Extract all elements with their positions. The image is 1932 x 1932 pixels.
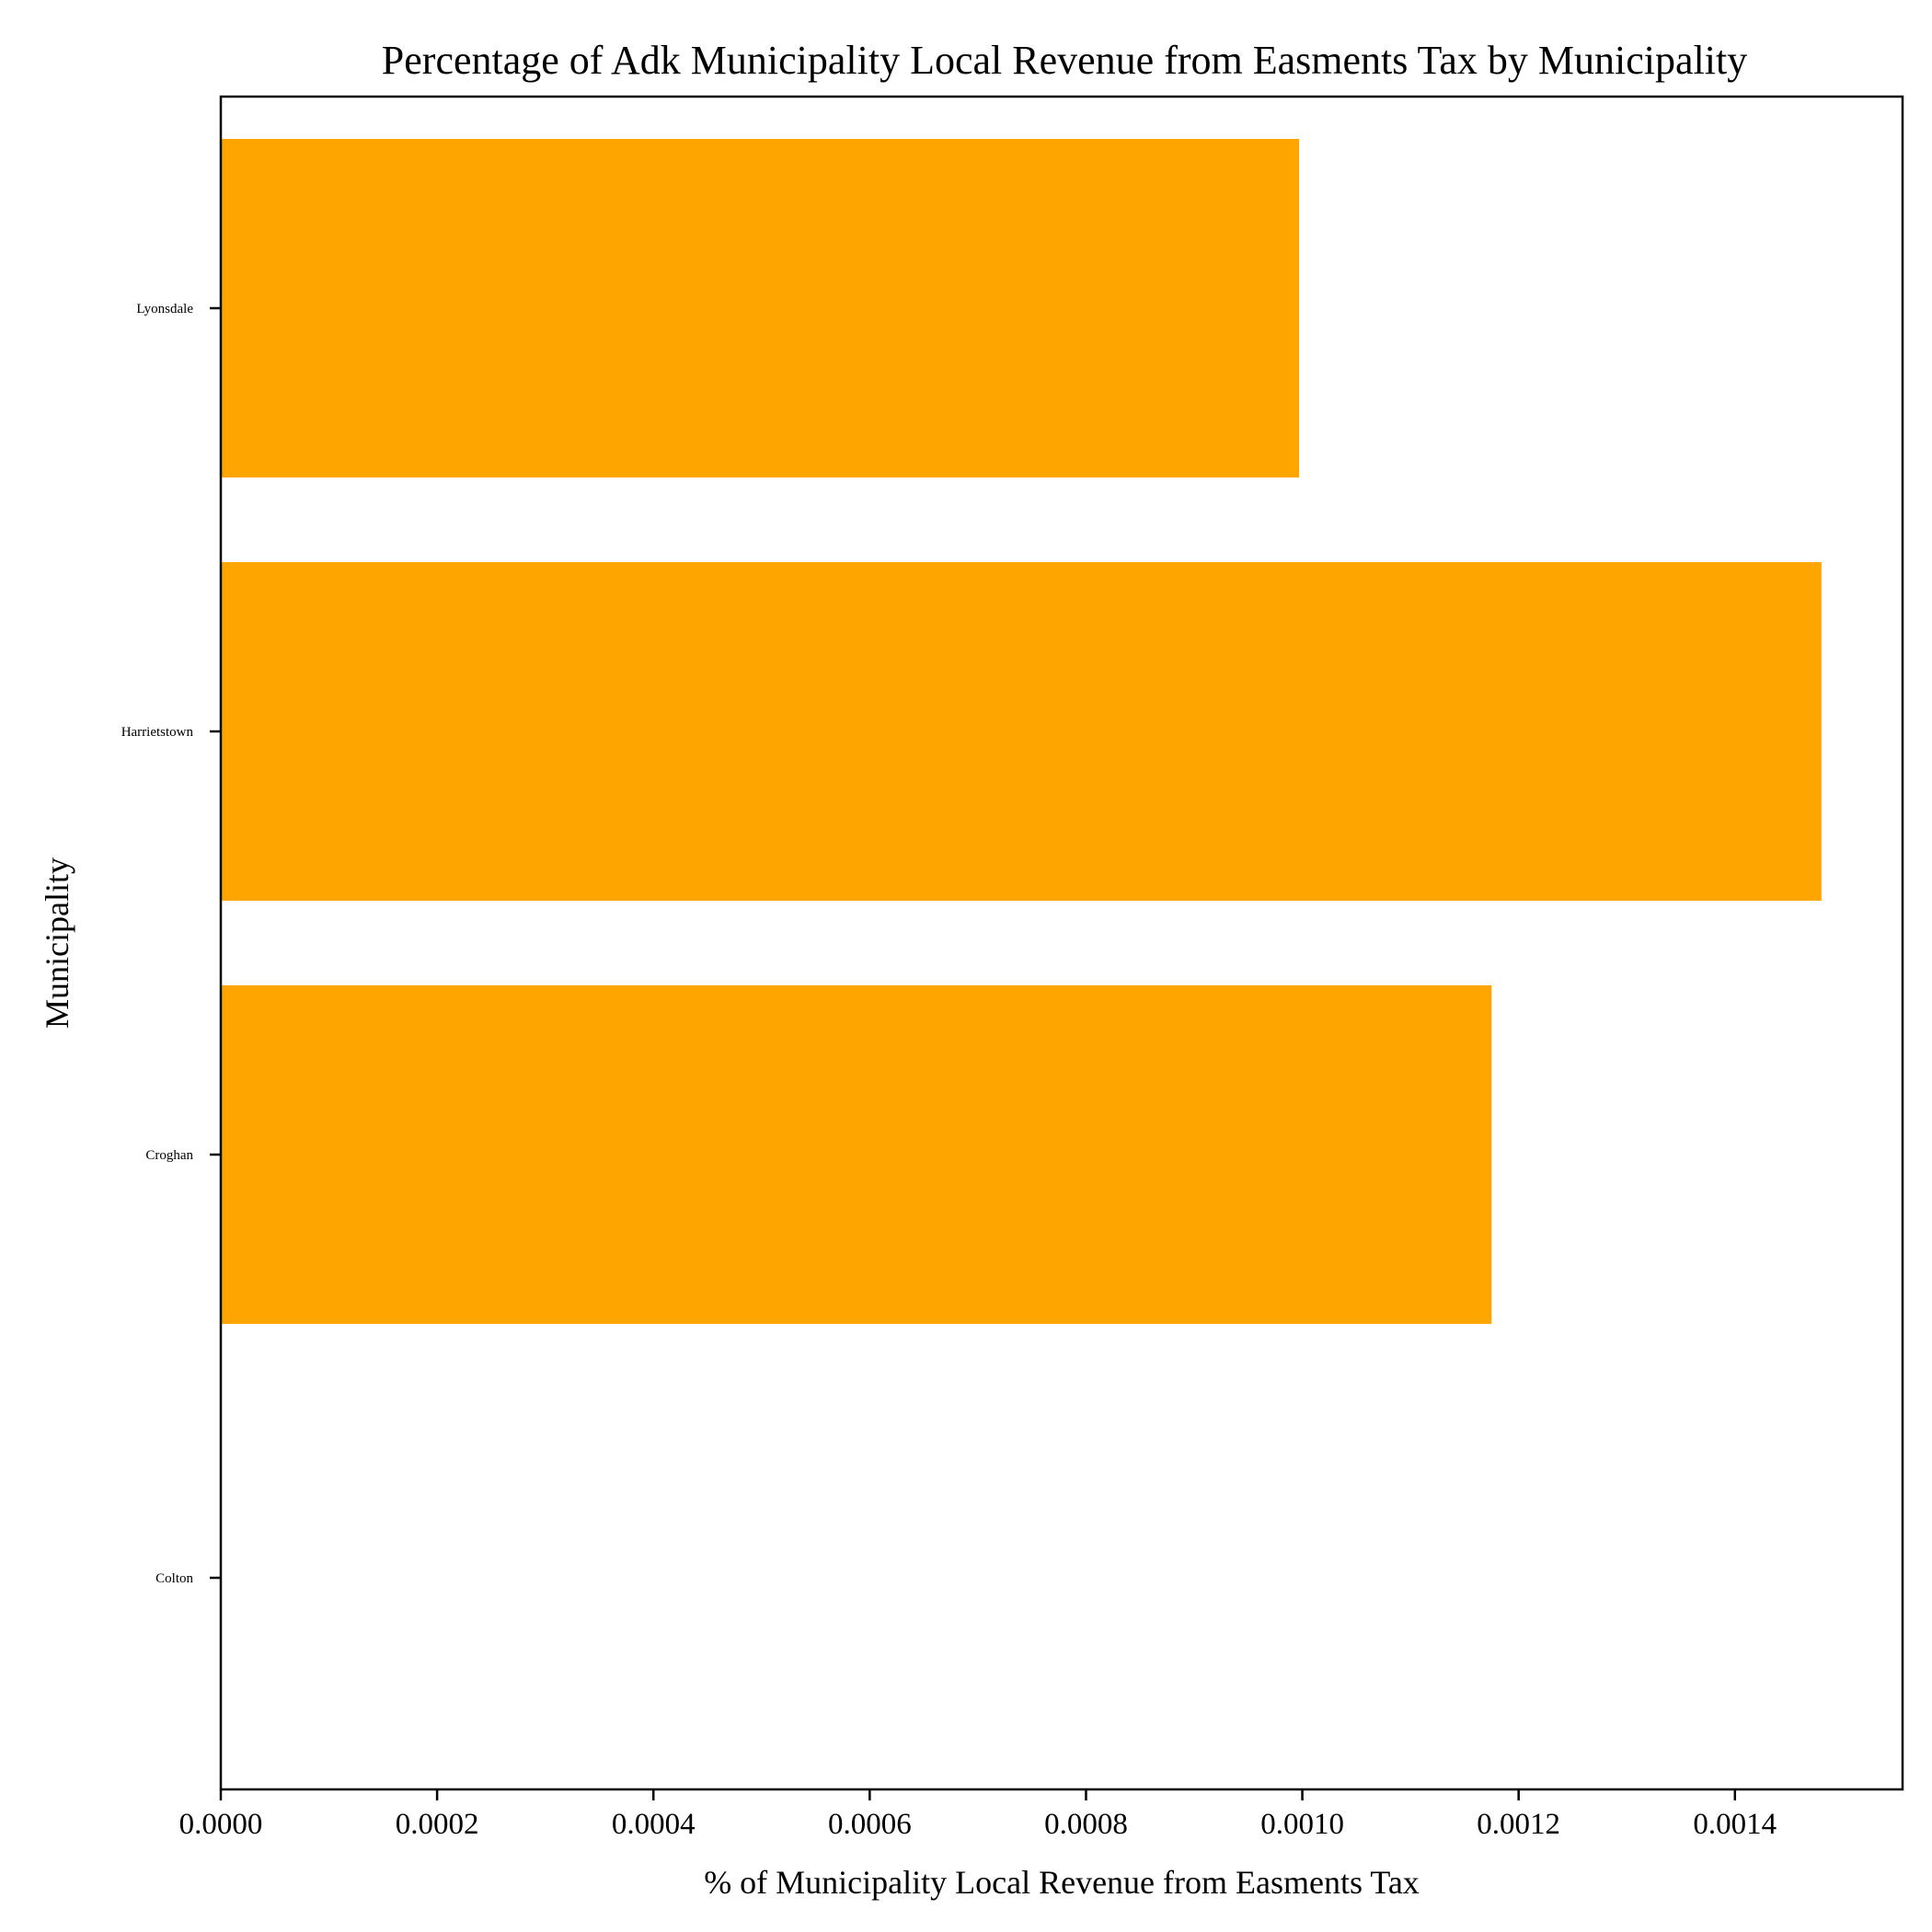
x-axis-label: % of Municipality Local Revenue from Eas… [704, 1864, 1420, 1901]
y-tick-label-lyonsdale: Lyonsdale [136, 302, 193, 316]
bar-lyonsdale [221, 139, 1300, 477]
bars-group [221, 139, 1822, 1324]
x-axis-ticks: 0.0000 0.0002 0.0004 0.0006 0.0008 0.0010 0.00… [179, 1789, 1777, 1841]
x-tick-label-3: 0.0006 [828, 1808, 912, 1841]
y-axis-label: Municipality [39, 857, 75, 1029]
chart-title: Percentage of Adk Municipality Local Rev… [382, 38, 1747, 83]
y-axis-ticks: Colton Croghan Harrietstown Lyonsdale [121, 302, 221, 1586]
x-tick-label-6: 0.0012 [1477, 1808, 1560, 1841]
x-tick-label-7: 0.0014 [1693, 1808, 1777, 1841]
x-tick-label-4: 0.0008 [1044, 1808, 1128, 1841]
y-tick-label-croghan: Croghan [145, 1148, 193, 1163]
bar-harrietstown [221, 562, 1822, 901]
bar-croghan [221, 985, 1492, 1324]
y-tick-label-colton: Colton [155, 1571, 193, 1586]
x-tick-label-5: 0.0010 [1260, 1808, 1344, 1841]
x-tick-label-2: 0.0004 [612, 1808, 696, 1841]
y-tick-label-harrietstown: Harrietstown [121, 725, 194, 740]
x-tick-label-0: 0.0000 [179, 1808, 263, 1841]
plot-area-frame [219, 95, 1904, 1791]
x-tick-label-1: 0.0002 [396, 1808, 479, 1841]
